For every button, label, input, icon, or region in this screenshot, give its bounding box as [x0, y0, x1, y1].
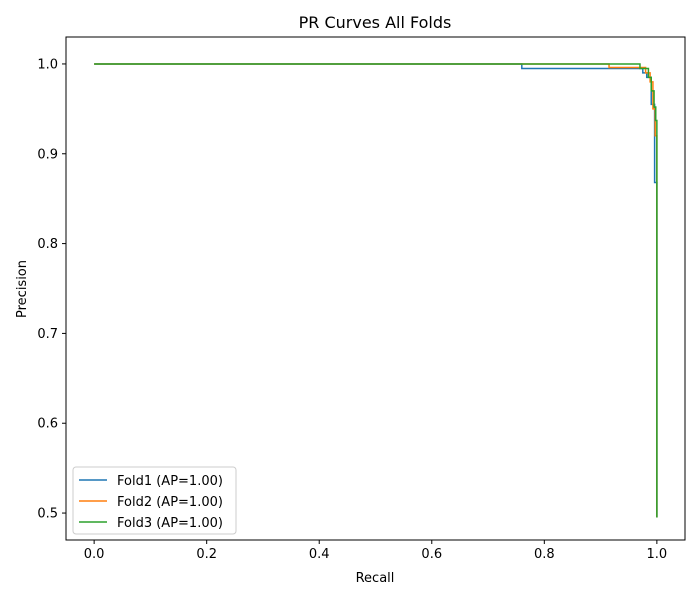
legend-label: Fold1 (AP=1.00): [117, 474, 223, 489]
y-tick-label: 1.0: [37, 57, 58, 72]
x-tick-label: 0.4: [309, 547, 330, 562]
y-tick-label: 0.7: [37, 327, 58, 342]
series-line-fold1: [94, 63, 658, 518]
x-tick-label: 0.6: [421, 547, 442, 562]
x-tick-label: 1.0: [647, 547, 668, 562]
chart-title: PR Curves All Folds: [299, 13, 452, 32]
legend: Fold1 (AP=1.00) Fold2 (AP=1.00) Fold3 (AP=…: [72, 466, 237, 535]
y-tick-label: 0.5: [37, 507, 58, 522]
series-line-fold3: [94, 63, 658, 518]
legend-label: Fold3 (AP=1.00): [117, 516, 223, 531]
series-layer: [94, 63, 658, 518]
y-tick-label: 0.9: [37, 147, 58, 162]
y-axis-label: Precision: [15, 260, 30, 318]
legend-box: [72, 466, 237, 535]
y-tick-label: 0.6: [37, 417, 58, 432]
plot-area: [65, 36, 686, 541]
x-axis: 0.0 0.2 0.4 0.6 0.8 1.0: [84, 540, 667, 562]
x-axis-label: Recall: [356, 571, 395, 586]
x-tick-label: 0.8: [534, 547, 555, 562]
y-axis: 0.5 0.6 0.7 0.8 0.9 1.0: [37, 57, 66, 522]
series-line-fold2: [94, 63, 658, 518]
y-tick-label: 0.8: [37, 237, 58, 252]
x-tick-label: 0.0: [84, 547, 105, 562]
x-tick-label: 0.2: [196, 547, 217, 562]
legend-label: Fold2 (AP=1.00): [117, 495, 223, 510]
